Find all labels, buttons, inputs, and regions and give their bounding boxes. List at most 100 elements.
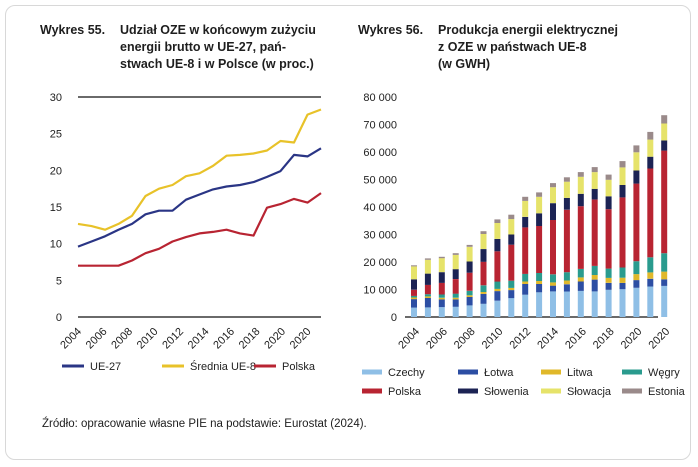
chart2-bar-segment — [550, 291, 556, 317]
chart1-title: Wykres 55. Udział OZE w końcowym zużyciu… — [40, 22, 316, 73]
chart2-bar-segment — [508, 298, 515, 317]
chart2-bar-segment — [605, 174, 612, 180]
chart2-y-tick-label: 0 — [391, 312, 397, 324]
chart2-bar-segment — [563, 181, 570, 198]
chart2-bar-segment — [563, 291, 570, 317]
chart2-bar-segment — [661, 150, 668, 254]
chart2-bar-segment — [508, 290, 515, 299]
chart2-bar-segment — [411, 297, 417, 300]
chart2-bar-segment — [466, 244, 473, 247]
chart2-bar-segment — [550, 187, 556, 204]
chart2-bar-segment — [411, 295, 417, 298]
chart2-bar-segment — [480, 261, 487, 286]
chart2-title-number: Wykres 56. — [358, 23, 424, 37]
chart1-series-line-2 — [78, 192, 322, 267]
chart2-bar-segment — [619, 289, 626, 317]
chart2-bar-segment — [633, 183, 640, 262]
chart2-bar-segment — [661, 140, 668, 151]
chart2-bar-segment — [591, 199, 598, 266]
chart1-title-line: stwach UE-8 i w Polsce (w proc.) — [120, 57, 314, 71]
chart2-bar-segment — [522, 281, 529, 284]
chart2-bar-segment — [438, 258, 445, 273]
chart2-legend-label: Węgry — [648, 367, 680, 379]
chart2-bar-segment — [452, 253, 459, 255]
chart2-bar-segment — [605, 282, 612, 290]
chart2-bar-segment — [480, 303, 487, 317]
chart1-y-tick-label: 25 — [50, 129, 62, 141]
chart2-bar-segment — [466, 290, 473, 296]
chart2-bar-segment — [480, 249, 487, 262]
chart2-bar-segment — [591, 279, 598, 292]
chart2-bar-segment — [480, 293, 487, 304]
chart2-bar-segment — [661, 115, 668, 124]
chart2-bar-segment — [536, 273, 543, 281]
chart2-bar-segment — [452, 306, 459, 317]
chart2-bar-segment — [424, 296, 431, 298]
chart2-x-tick-label: 2008 — [452, 326, 478, 352]
chart2-y-tick-label: 40 000 — [363, 202, 397, 214]
chart2-bar-segment — [424, 298, 431, 308]
chart1-y-tick-label: 15 — [50, 202, 62, 214]
chart2-bar-segment — [647, 286, 654, 317]
chart2-bar-segment — [633, 261, 640, 275]
chart2-bar-segment — [605, 289, 612, 317]
chart2-bar-segment — [438, 294, 445, 298]
chart2-bar-segment — [605, 277, 612, 283]
figure-frame — [5, 5, 691, 460]
chart2-bar-segment — [452, 299, 459, 307]
chart2-bar-segment — [508, 219, 515, 235]
chart2-bar-segment — [466, 261, 473, 273]
chart2-bar-segment — [522, 216, 529, 228]
chart2-bar-segment — [411, 299, 417, 308]
chart2-bar-segment — [480, 231, 487, 234]
chart2-bar-segment — [550, 183, 556, 188]
chart2-bar-segment — [563, 284, 570, 292]
chart2-bar-segment — [563, 209, 570, 273]
chart2-bar-segment — [661, 279, 668, 286]
chart2-bar-segment — [494, 291, 501, 301]
chart2-bar-segment — [522, 294, 529, 317]
chart2-bar-segment — [522, 227, 529, 274]
chart2-bar-segment — [536, 213, 543, 226]
chart2-y-tick-label: 50 000 — [363, 175, 397, 187]
chart2-bar-segment — [605, 209, 612, 269]
chart2-bar-segment — [424, 259, 431, 274]
chart2-bar-segment — [550, 219, 556, 275]
chart2-bar-segment — [647, 156, 654, 169]
chart2-y-tick-label: 60 000 — [363, 147, 397, 159]
chart2-bar-segment — [591, 265, 598, 275]
chart2-bar-segment — [424, 258, 431, 260]
chart2-bar-segment — [647, 278, 654, 287]
chart2-bar-segment — [466, 295, 473, 297]
chart2-bar-segment — [563, 280, 570, 285]
chart2-bar-segment — [438, 282, 445, 295]
chart2-bar-segment — [577, 193, 584, 207]
chart2-bar-segment — [661, 271, 668, 280]
chart2-y-tick-label: 10 000 — [363, 285, 397, 297]
chart2-bar-segment — [633, 274, 640, 281]
chart2-bar-segment — [619, 167, 626, 185]
chart2-y-tick-label: 80 000 — [363, 92, 397, 104]
chart2-bar-segment — [424, 273, 431, 285]
chart2-bar-segment — [411, 265, 417, 267]
chart1-y-tick-label: 10 — [50, 239, 62, 251]
chart2-bar-segment — [466, 296, 473, 306]
chart2-bar-segment — [577, 172, 584, 177]
chart2-bar-segment — [619, 197, 626, 268]
chart2-bar-segment — [494, 251, 501, 282]
chart2-bar-segment — [508, 244, 515, 281]
chart2-bar-segment — [522, 200, 529, 217]
chart2-x-tick-label: 2014 — [535, 326, 561, 352]
chart1-y-tick-label: 0 — [56, 312, 62, 324]
chart2-bar-segment — [466, 246, 473, 262]
chart2-bar-segment — [563, 197, 570, 210]
chart2-x-tick-label: 2020 — [647, 326, 673, 352]
chart2-bar-segment — [438, 307, 445, 317]
chart2-bar-segment — [619, 161, 626, 168]
chart2-bar-segment — [452, 269, 459, 279]
chart2-bar-segment — [647, 139, 654, 157]
chart2-bar-segment — [536, 226, 543, 273]
chart2-bar-segment — [605, 268, 612, 278]
chart2-bar-segment — [577, 206, 584, 269]
